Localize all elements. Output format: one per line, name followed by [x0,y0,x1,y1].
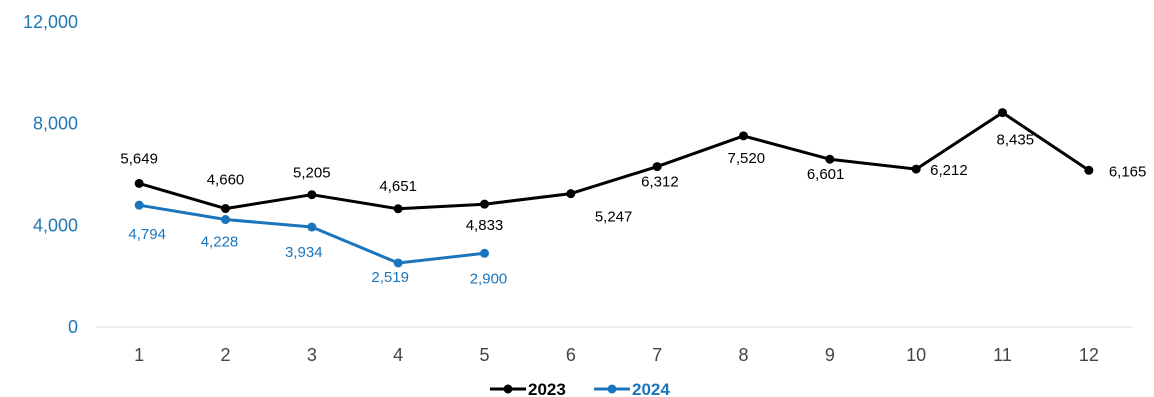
series-layer: 5,649 4,660 5,205 4,651 4,833 5,247 6,312 7,520… [120,108,1146,287]
x-axis: 1 2 3 4 5 6 7 8 9 10 11 12 [134,345,1099,365]
data-point [134,178,144,188]
y-tick-label: 12,000 [23,12,78,32]
data-point [393,204,403,214]
legend-label: 2024 [632,380,670,397]
data-label: 4,833 [466,217,504,234]
data-point [480,248,489,258]
x-tick-label: 9 [825,345,835,365]
data-label: 6,601 [807,166,845,183]
x-tick-label: 1 [134,345,144,365]
data-point [739,131,748,141]
legend-item-2023: 2023 [490,380,566,397]
x-tick-label: 6 [566,345,576,365]
data-label: 8,435 [997,132,1035,149]
y-tick-label: 8,000 [33,114,78,134]
data-label: 6,212 [930,162,968,179]
x-tick-label: 2 [220,345,230,365]
y-axis: 0 4,000 8,000 12,000 [23,12,78,337]
data-point [480,199,489,209]
data-point [221,204,230,214]
x-tick-label: 8 [738,345,748,365]
series-2024: 4,794 4,228 3,934 2,519 2,900 [128,200,508,287]
data-label: 4,651 [379,178,417,195]
data-point [911,164,921,174]
data-label: 5,649 [120,150,158,167]
x-tick-label: 11 [993,345,1012,365]
x-tick-label: 5 [479,345,489,365]
y-tick-label: 0 [68,317,78,337]
data-point [134,200,144,210]
data-label: 7,520 [728,150,766,167]
x-tick-label: 10 [906,345,926,365]
series-2023: 5,649 4,660 5,205 4,651 4,833 5,247 6,312 7,520… [120,108,1146,234]
series-line [138,111,1090,211]
data-label: 2,519 [371,269,409,286]
legend: 2023 2024 [490,380,670,397]
x-tick-label: 12 [1079,345,1099,365]
legend-item-2024: 2024 [594,380,670,397]
x-tick-label: 4 [393,345,403,365]
data-label: 6,165 [1109,163,1147,180]
data-label: 3,934 [285,244,323,261]
data-point [1084,165,1094,175]
data-label: 4,794 [128,226,166,243]
data-label: 5,247 [595,209,633,226]
data-label: 4,228 [201,234,239,251]
legend-swatch-marker [607,384,617,394]
data-label: 5,205 [293,165,331,182]
legend-swatch-marker [503,384,513,394]
legend-label: 2023 [528,380,566,397]
data-label: 4,660 [207,172,245,189]
data-point [652,162,662,172]
data-point [393,258,403,268]
data-point [221,215,230,225]
y-tick-label: 4,000 [33,215,78,235]
data-label: 6,312 [641,174,679,191]
data-point [307,190,317,200]
data-point [998,108,1007,118]
data-point [307,222,317,232]
x-tick-label: 3 [307,345,317,365]
x-tick-label: 7 [652,345,662,365]
data-point [566,189,576,199]
data-label: 2,900 [470,270,508,287]
data-point [825,154,835,164]
